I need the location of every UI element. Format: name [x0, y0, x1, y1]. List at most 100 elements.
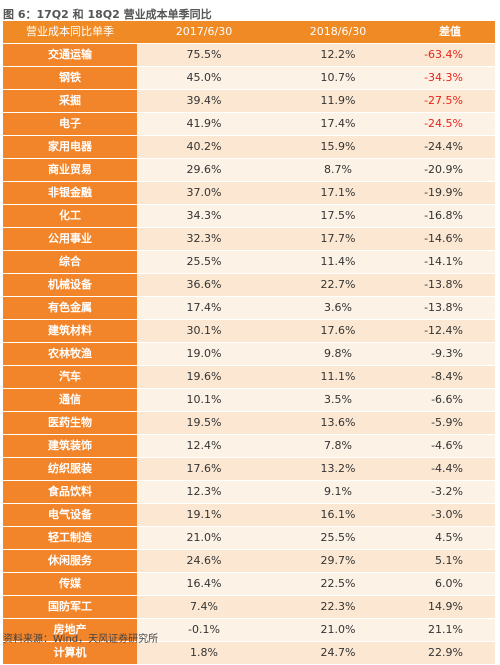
value-2017-cell: 41.9% — [137, 112, 271, 136]
diff-cell: -3.2% — [405, 480, 495, 504]
table-row: 电气设备 19.1% 16.1% -3.0% — [3, 503, 495, 527]
value-2018-cell: 22.5% — [271, 572, 405, 596]
value-2018-cell: 17.7% — [271, 227, 405, 251]
value-2018-cell: 16.1% — [271, 503, 405, 527]
value-2018-cell: 7.8% — [271, 434, 405, 458]
diff-cell: -14.6% — [405, 227, 495, 251]
diff-cell: -24.4% — [405, 135, 495, 159]
value-2017-cell: 19.1% — [137, 503, 271, 527]
industry-cell: 休闲服务 — [3, 549, 137, 573]
industry-cell: 房地产 — [3, 618, 137, 642]
value-2018-cell: 8.7% — [271, 158, 405, 182]
diff-cell: -16.8% — [405, 204, 495, 228]
diff-cell: -3.0% — [405, 503, 495, 527]
table-row: 国防军工 7.4% 22.3% 14.9% — [3, 595, 495, 619]
value-2017-cell: 75.5% — [137, 43, 271, 67]
table-row: 房地产 -0.1% 21.0% 21.1% — [3, 618, 495, 642]
table-row: 休闲服务 24.6% 29.7% 5.1% — [3, 549, 495, 573]
value-2018-cell: 12.2% — [271, 43, 405, 67]
diff-cell: -20.9% — [405, 158, 495, 182]
value-2017-cell: 19.6% — [137, 365, 271, 389]
industry-cell: 国防军工 — [3, 595, 137, 619]
table-row: 化工 34.3% 17.5% -16.8% — [3, 204, 495, 228]
table-body: 交通运输 75.5% 12.2% -63.4% 钢铁 45.0% 10.7% -34.3% 采掘… — [3, 43, 495, 665]
industry-cell: 通信 — [3, 388, 137, 412]
industry-cell: 采掘 — [3, 89, 137, 113]
value-2018-cell: 15.9% — [271, 135, 405, 159]
table-row: 综合 25.5% 11.4% -14.1% — [3, 250, 495, 274]
value-2018-cell: 22.7% — [271, 273, 405, 297]
industry-cell: 有色金属 — [3, 296, 137, 320]
diff-cell: -24.5% — [405, 112, 495, 136]
value-2017-cell: 45.0% — [137, 66, 271, 90]
value-2017-cell: 29.6% — [137, 158, 271, 182]
industry-cell: 交通运输 — [3, 43, 137, 67]
table-row: 轻工制造 21.0% 25.5% 4.5% — [3, 526, 495, 550]
diff-cell: -13.8% — [405, 273, 495, 297]
table-header-row: 营业成本同比单季 2017/6/30 2018/6/30 差值 — [3, 21, 495, 44]
figure-title: 图 6：17Q2 和 18Q2 营业成本单季同比 — [3, 8, 212, 21]
industry-cell: 建筑装饰 — [3, 434, 137, 458]
diff-cell: -8.4% — [405, 365, 495, 389]
table-row: 医药生物 19.5% 13.6% -5.9% — [3, 411, 495, 435]
industry-cell: 建筑材料 — [3, 319, 137, 343]
header-diff: 差值 — [405, 21, 495, 44]
value-2017-cell: 25.5% — [137, 250, 271, 274]
table-row: 商业贸易 29.6% 8.7% -20.9% — [3, 158, 495, 182]
value-2017-cell: 19.0% — [137, 342, 271, 366]
diff-cell: -63.4% — [405, 43, 495, 67]
value-2018-cell: 9.1% — [271, 480, 405, 504]
table-row: 有色金属 17.4% 3.6% -13.8% — [3, 296, 495, 320]
value-2018-cell: 17.4% — [271, 112, 405, 136]
value-2018-cell: 24.7% — [271, 641, 405, 665]
industry-cell: 钢铁 — [3, 66, 137, 90]
table-row: 公用事业 32.3% 17.7% -14.6% — [3, 227, 495, 251]
industry-cell: 医药生物 — [3, 411, 137, 435]
diff-cell: -6.6% — [405, 388, 495, 412]
value-2018-cell: 17.5% — [271, 204, 405, 228]
table-row: 通信 10.1% 3.5% -6.6% — [3, 388, 495, 412]
value-2017-cell: 21.0% — [137, 526, 271, 550]
diff-cell: 22.9% — [405, 641, 495, 665]
value-2018-cell: 21.0% — [271, 618, 405, 642]
value-2018-cell: 11.9% — [271, 89, 405, 113]
table-row: 农林牧渔 19.0% 9.8% -9.3% — [3, 342, 495, 366]
industry-cell: 农林牧渔 — [3, 342, 137, 366]
table-row: 非银金融 37.0% 17.1% -19.9% — [3, 181, 495, 205]
value-2017-cell: 10.1% — [137, 388, 271, 412]
value-2018-cell: 11.4% — [271, 250, 405, 274]
value-2018-cell: 11.1% — [271, 365, 405, 389]
industry-cell: 电气设备 — [3, 503, 137, 527]
industry-cell: 汽车 — [3, 365, 137, 389]
value-2018-cell: 13.2% — [271, 457, 405, 481]
diff-cell: 21.1% — [405, 618, 495, 642]
value-2018-cell: 25.5% — [271, 526, 405, 550]
value-2017-cell: 30.1% — [137, 319, 271, 343]
table-row: 采掘 39.4% 11.9% -27.5% — [3, 89, 495, 113]
value-2017-cell: 12.4% — [137, 434, 271, 458]
value-2017-cell: -0.1% — [137, 618, 271, 642]
diff-cell: -19.9% — [405, 181, 495, 205]
source-note: 资料来源：Wind，天风证券研究所 — [3, 634, 159, 645]
industry-cell: 化工 — [3, 204, 137, 228]
value-2017-cell: 36.6% — [137, 273, 271, 297]
diff-cell: 4.5% — [405, 526, 495, 550]
value-2017-cell: 39.4% — [137, 89, 271, 113]
value-2018-cell: 10.7% — [271, 66, 405, 90]
diff-cell: -14.1% — [405, 250, 495, 274]
value-2017-cell: 24.6% — [137, 549, 271, 573]
diff-cell: 5.1% — [405, 549, 495, 573]
value-2017-cell: 32.3% — [137, 227, 271, 251]
header-2018: 2018/6/30 — [271, 21, 405, 44]
industry-cell: 传媒 — [3, 572, 137, 596]
table-row: 纺织服装 17.6% 13.2% -4.4% — [3, 457, 495, 481]
table-row: 建筑材料 30.1% 17.6% -12.4% — [3, 319, 495, 343]
industry-cell: 非银金融 — [3, 181, 137, 205]
industry-cell: 公用事业 — [3, 227, 137, 251]
diff-cell: -9.3% — [405, 342, 495, 366]
header-industry: 营业成本同比单季 — [3, 21, 137, 44]
value-2018-cell: 3.5% — [271, 388, 405, 412]
table-row: 机械设备 36.6% 22.7% -13.8% — [3, 273, 495, 297]
cost-yoy-table: 营业成本同比单季 2017/6/30 2018/6/30 差值 交通运输 75.5… — [3, 21, 495, 665]
table-row: 建筑装饰 12.4% 7.8% -4.6% — [3, 434, 495, 458]
